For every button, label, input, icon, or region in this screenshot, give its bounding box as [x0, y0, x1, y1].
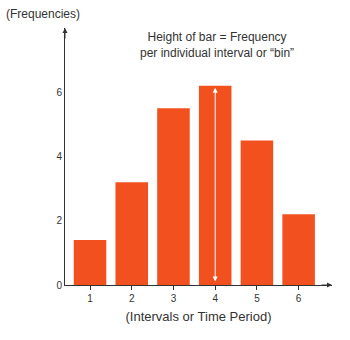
- svg-text:6: 6: [56, 87, 62, 98]
- svg-text:1: 1: [87, 293, 93, 304]
- svg-text:(Frequencies): (Frequencies): [6, 7, 80, 21]
- svg-text:6: 6: [296, 293, 302, 304]
- svg-text:2: 2: [56, 215, 62, 226]
- svg-text:2: 2: [129, 293, 135, 304]
- svg-text:4: 4: [56, 151, 62, 162]
- svg-text:0: 0: [56, 280, 62, 291]
- svg-text:4: 4: [212, 293, 218, 304]
- svg-text:Height of bar = Frequencyper i: Height of bar = Frequencyper individual …: [140, 30, 294, 60]
- svg-text:(Intervals or Time Period): (Intervals or Time Period): [126, 309, 272, 324]
- svg-text:3: 3: [171, 293, 177, 304]
- svg-text:5: 5: [254, 293, 260, 304]
